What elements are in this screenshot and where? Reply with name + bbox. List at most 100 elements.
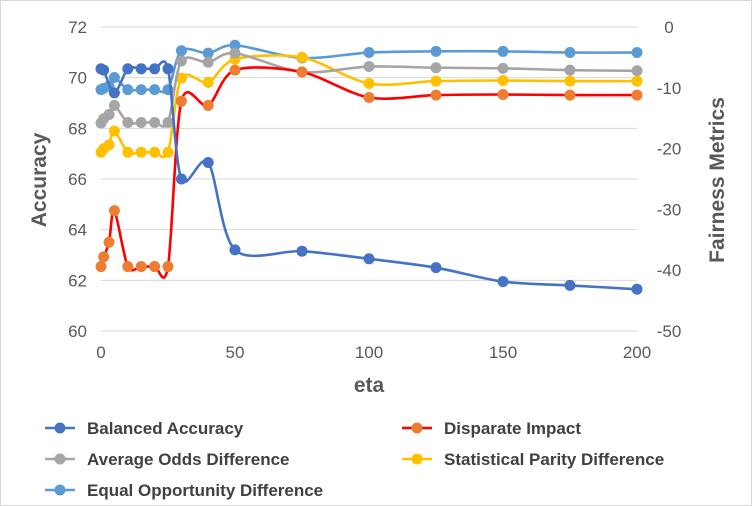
y-right-tick-label: -50 xyxy=(657,322,682,341)
average-odds-difference-point xyxy=(149,116,161,128)
balanced-accuracy-point xyxy=(296,245,308,257)
disparate-impact-point xyxy=(430,89,442,101)
balanced-accuracy-point xyxy=(175,173,187,185)
average-odds-difference-point xyxy=(564,64,576,76)
balanced-accuracy-point xyxy=(135,63,147,75)
statistical-parity-difference-point xyxy=(108,125,120,137)
average-odds-difference-point xyxy=(135,116,147,128)
statistical-parity-difference-point xyxy=(430,75,442,87)
disparate-impact-point xyxy=(229,64,241,76)
series-layer xyxy=(95,39,643,295)
legend-label: Disparate Impact xyxy=(444,419,581,438)
average-odds-difference-point xyxy=(430,62,442,74)
x-tick-label: 150 xyxy=(489,343,517,362)
balanced-accuracy-point xyxy=(202,157,214,169)
disparate-impact-point xyxy=(108,205,120,217)
average-odds-difference-point xyxy=(229,47,241,59)
tick-labels: 60 62 64 66 68 70 72 -50 -40 -30 -20 -10 0 0 50 100 150 2… xyxy=(68,18,681,362)
equal-opportunity-difference-point xyxy=(631,47,643,59)
statistical-parity-difference-point xyxy=(631,75,643,87)
disparate-impact-point xyxy=(122,261,134,273)
balanced-accuracy-point xyxy=(149,63,161,75)
statistical-parity-difference-point xyxy=(162,146,174,158)
statistical-parity-difference-point xyxy=(103,139,115,151)
legend-item-average-odds-difference: Average Odds Difference xyxy=(45,450,290,469)
series-statistical-parity-difference xyxy=(95,51,643,159)
equal-opportunity-difference-point xyxy=(175,45,187,57)
balanced-accuracy-point xyxy=(363,253,375,265)
statistical-parity-difference-point xyxy=(149,146,161,158)
y-right-tick-label: -40 xyxy=(657,261,682,280)
x-tick-label: 0 xyxy=(96,343,105,362)
x-tick-label: 100 xyxy=(355,343,383,362)
balanced-accuracy-point xyxy=(229,244,241,256)
legend-swatch-marker xyxy=(54,422,66,434)
legend: Balanced Accuracy Disparate Impact Average… xyxy=(45,419,664,500)
y-left-tick-label: 66 xyxy=(68,170,87,189)
series-disparate-impact xyxy=(95,64,643,279)
x-tick-label: 200 xyxy=(623,343,651,362)
disparate-impact-point xyxy=(363,92,375,104)
statistical-parity-difference-point xyxy=(363,78,375,90)
y-axis-left-title: Accuracy xyxy=(28,132,51,227)
balanced-accuracy-point xyxy=(631,283,643,295)
disparate-impact-point xyxy=(103,236,115,248)
statistical-parity-difference-point xyxy=(296,51,308,63)
y-right-tick-label: -30 xyxy=(657,200,682,219)
legend-swatch-marker xyxy=(54,484,66,496)
statistical-parity-difference-point xyxy=(202,76,214,88)
equal-opportunity-difference-point xyxy=(564,47,576,59)
balanced-accuracy-point xyxy=(564,279,576,291)
balanced-accuracy-point xyxy=(497,276,509,288)
disparate-impact-point xyxy=(149,261,161,273)
legend-label: Average Odds Difference xyxy=(87,450,290,469)
x-tick-label: 50 xyxy=(226,343,245,362)
average-odds-difference-point xyxy=(202,56,214,68)
x-axis-title: eta xyxy=(354,374,385,397)
y-right-tick-label: 0 xyxy=(664,18,673,37)
equal-opportunity-difference-point xyxy=(497,45,509,57)
average-odds-difference-point xyxy=(631,65,643,77)
legend-label: Balanced Accuracy xyxy=(87,419,244,438)
equal-opportunity-difference-point xyxy=(122,84,134,96)
legend-swatch-marker xyxy=(54,453,66,465)
equal-opportunity-difference-point xyxy=(363,47,375,59)
legend-label: Statistical Parity Difference xyxy=(444,450,664,469)
disparate-impact-point xyxy=(98,251,110,263)
legend-item-disparate-impact: Disparate Impact xyxy=(402,419,581,438)
legend-item-equal-opportunity-difference: Equal Opportunity Difference xyxy=(45,481,323,500)
disparate-impact-point xyxy=(631,89,643,101)
y-right-tick-label: -20 xyxy=(657,140,682,159)
disparate-impact-point xyxy=(162,261,174,273)
equal-opportunity-difference-point xyxy=(108,71,120,83)
disparate-impact-point xyxy=(135,261,147,273)
balanced-accuracy-point xyxy=(98,64,110,76)
disparate-impact-point xyxy=(175,95,187,107)
y-axis-right-title: Fairness Metrics xyxy=(706,97,729,263)
y-left-tick-label: 64 xyxy=(68,221,87,240)
balanced-accuracy-line xyxy=(99,60,638,291)
average-odds-difference-point xyxy=(497,62,509,74)
y-left-tick-label: 62 xyxy=(68,271,87,290)
legend-swatch-marker xyxy=(411,422,423,434)
average-odds-difference-point xyxy=(162,116,174,128)
statistical-parity-difference-point xyxy=(135,146,147,158)
y-right-tick-label: -10 xyxy=(657,79,682,98)
statistical-parity-difference-point xyxy=(497,75,509,87)
average-odds-difference-point xyxy=(103,109,115,121)
statistical-parity-difference-point xyxy=(175,72,187,84)
legend-item-balanced-accuracy: Balanced Accuracy xyxy=(45,419,244,438)
disparate-impact-point xyxy=(564,89,576,101)
series-equal-opportunity-difference xyxy=(95,39,643,96)
equal-opportunity-difference-point xyxy=(149,84,161,96)
y-left-tick-label: 68 xyxy=(68,119,87,138)
balanced-accuracy-point xyxy=(430,262,442,274)
disparate-impact-point xyxy=(296,66,308,78)
legend-swatch-marker xyxy=(411,453,423,465)
legend-item-statistical-parity-difference: Statistical Parity Difference xyxy=(402,450,664,469)
y-left-tick-label: 70 xyxy=(68,69,87,88)
equal-opportunity-difference-point xyxy=(202,47,214,59)
average-odds-difference-point xyxy=(122,116,134,128)
statistical-parity-difference-point xyxy=(122,146,134,158)
